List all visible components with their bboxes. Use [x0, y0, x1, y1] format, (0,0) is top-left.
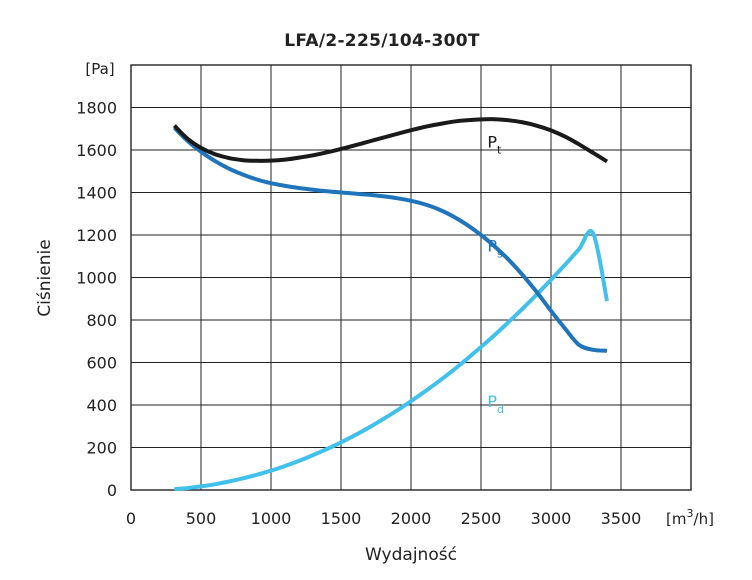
chart-title: LFA/2-225/104-300T: [284, 31, 480, 51]
series-label-main: P: [487, 392, 497, 411]
x-tick-label: 3000: [531, 509, 572, 528]
series-label-subscript: d: [497, 403, 504, 416]
y-tick-label: 1400: [76, 184, 117, 203]
y-tick-label: 0: [107, 481, 117, 500]
y-tick-label: 1200: [76, 226, 117, 245]
series-lines: [172, 117, 609, 492]
series-line-pt: [172, 117, 609, 164]
series-label-ps: Ps: [487, 237, 503, 261]
x-tick-label: 2000: [391, 509, 432, 528]
series-label-main: P: [487, 133, 497, 152]
series-line-pd: [174, 229, 609, 492]
x-tick-label: 0: [126, 509, 136, 528]
x-axis-title: Wydajność: [365, 545, 457, 565]
x-unit-superscript: 3: [687, 507, 694, 520]
y-tick-label: 1600: [76, 141, 117, 160]
grid: [130, 64, 692, 491]
y-unit-label: [Pa]: [85, 60, 114, 78]
y-tick-label: 1800: [76, 99, 117, 118]
series-label-main: P: [487, 237, 497, 256]
x-tick-label: 1500: [321, 509, 362, 528]
x-tick-label: 1000: [251, 509, 292, 528]
x-tick-label: 2500: [461, 509, 502, 528]
y-axis-title: Ciśnienie: [35, 239, 55, 316]
series-label-pd: Pd: [487, 392, 504, 416]
y-tick-label: 200: [86, 439, 117, 458]
y-tick-label: 400: [86, 396, 117, 415]
y-tick-label: 600: [86, 354, 117, 373]
x-tick-label: 3500: [601, 509, 642, 528]
series-label-pt: Pt: [487, 133, 502, 157]
series-line-ps: [172, 126, 608, 353]
x-unit-label: [m3/h]: [666, 507, 714, 528]
x-unit-base: [m: [666, 510, 686, 528]
y-tick-label: 1000: [76, 269, 117, 288]
x-unit-tail: /h]: [694, 510, 714, 528]
series-label-subscript: s: [497, 248, 503, 261]
y-tick-label: 800: [86, 311, 117, 330]
tick-labels: 0 500 1000 1500 2000 2500 3000 3500 0 200 400 600 80…: [76, 99, 641, 529]
x-tick-label: 500: [186, 509, 217, 528]
series-label-subscript: t: [497, 144, 502, 157]
